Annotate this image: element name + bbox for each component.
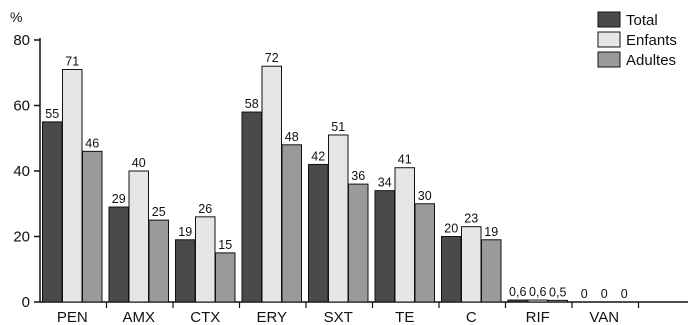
data-label: 51 — [331, 120, 345, 134]
y-axis-label: % — [10, 9, 22, 25]
bar — [62, 68, 83, 303]
data-label: 40 — [132, 156, 146, 170]
x-tick-label: RIF — [526, 309, 550, 325]
data-label: 42 — [311, 149, 325, 163]
bar — [441, 236, 462, 303]
y-tick-label: 80 — [13, 32, 30, 49]
data-label: 0 — [601, 287, 608, 301]
y-tick-label: 60 — [13, 98, 30, 115]
data-label: 0,5 — [549, 285, 566, 299]
data-label: 30 — [418, 189, 432, 203]
bar — [82, 150, 103, 303]
legend-swatch — [597, 11, 621, 28]
data-label: 19 — [178, 225, 192, 239]
data-label: 0 — [581, 287, 588, 301]
y-tick-label: 20 — [13, 229, 30, 246]
bar — [308, 163, 329, 303]
bar — [281, 144, 302, 303]
data-label: 23 — [464, 212, 478, 226]
x-tick-label: C — [466, 309, 477, 325]
bar — [215, 252, 236, 303]
bar — [414, 203, 435, 303]
bar — [128, 170, 149, 303]
bar — [394, 167, 415, 303]
data-label: 0 — [621, 287, 628, 301]
data-label: 0,6 — [529, 285, 546, 299]
data-label: 48 — [285, 130, 299, 144]
data-label: 26 — [198, 202, 212, 216]
y-tick-label: 0 — [22, 294, 30, 311]
legend-label: Enfants — [626, 32, 677, 49]
data-label: 58 — [245, 97, 259, 111]
bar — [148, 219, 169, 303]
bar — [42, 121, 63, 303]
legend: Total Enfants Adultes — [597, 11, 677, 69]
x-tick-label: AMX — [122, 309, 155, 325]
bar — [328, 134, 349, 303]
data-label: 34 — [378, 176, 392, 190]
data-label: 46 — [85, 136, 99, 150]
bar — [195, 216, 216, 303]
data-label: 55 — [45, 107, 59, 121]
data-label: 72 — [265, 51, 279, 65]
data-label: 19 — [484, 225, 498, 239]
data-label: 36 — [351, 169, 365, 183]
bars: 55 71 46 29 40 25 19 26 15 58 72 48 42 51 36 34 41 30 20 23… — [42, 51, 628, 303]
x-tick-label: PEN — [57, 309, 88, 325]
data-label: 20 — [444, 222, 458, 236]
data-label: 71 — [65, 54, 79, 68]
y-tick-label: 40 — [13, 163, 30, 180]
data-label: 25 — [152, 205, 166, 219]
bar — [547, 299, 568, 303]
bar — [507, 299, 528, 303]
legend-swatch — [597, 51, 621, 68]
x-tick-label: TE — [395, 309, 414, 325]
bar — [261, 65, 282, 303]
x-tick-label: CTX — [190, 309, 220, 325]
legend-label: Adultes — [626, 52, 676, 69]
bar — [374, 190, 395, 303]
legend-label: Total — [626, 12, 658, 29]
data-label: 0,6 — [509, 285, 526, 299]
bar — [461, 226, 482, 303]
data-label: 15 — [218, 238, 232, 252]
x-tick-label: ERY — [256, 309, 287, 325]
axes: 0 20 40 60 80% PEN AMX CTX ERY SXT TE C RIF VAN — [10, 9, 688, 325]
bar — [108, 206, 129, 303]
bar — [481, 239, 502, 303]
data-label: 41 — [398, 153, 412, 167]
bar — [175, 239, 196, 303]
bar — [348, 183, 369, 303]
x-tick-label: SXT — [324, 309, 353, 325]
legend-swatch — [597, 31, 621, 48]
data-label: 29 — [112, 192, 126, 206]
bar — [241, 111, 262, 303]
bar — [527, 299, 548, 303]
x-tick-label: VAN — [589, 309, 619, 325]
